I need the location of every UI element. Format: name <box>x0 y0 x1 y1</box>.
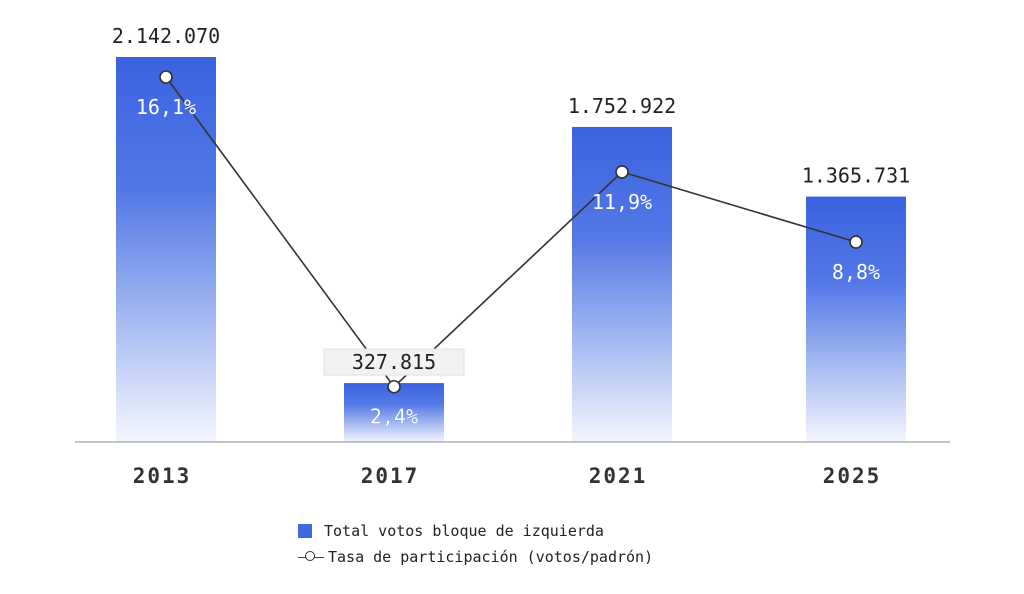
legend-line-marker-icon <box>298 550 324 564</box>
rate-point-2013 <box>159 70 173 84</box>
legend-item-bars: Total votos bloque de izquierda <box>298 518 653 544</box>
legend-bar-label: Total votos bloque de izquierda <box>324 522 604 540</box>
rate-value-label: 2,4% <box>370 405 418 429</box>
rate-value-label: 11,9% <box>592 190 652 214</box>
legend: Total votos bloque de izquierda Tasa de … <box>298 518 653 570</box>
x-tick-label: 2013 <box>133 464 192 488</box>
bar-value-label: 2.142.070 <box>112 24 220 48</box>
bar-value-label-box <box>323 348 465 376</box>
x-tick-label: 2021 <box>589 464 648 488</box>
legend-line-label: Tasa de participación (votos/padrón) <box>328 548 654 566</box>
rate-line <box>165 76 857 388</box>
legend-bar-swatch <box>298 524 312 538</box>
rate-value-label: 8,8% <box>832 260 880 284</box>
x-tick-label: 2025 <box>823 464 882 488</box>
bar-value-label: 327.815 <box>352 350 436 374</box>
rate-point-2017 <box>387 379 401 394</box>
x-tick-label: 2017 <box>361 464 420 488</box>
rate-point-2021 <box>615 165 629 179</box>
bar-value-label: 1.752.922 <box>568 94 676 118</box>
bar-2021 <box>572 126 672 442</box>
rate-value-label: 16,1% <box>136 95 196 119</box>
bar-2025 <box>806 196 906 442</box>
bar-value-label: 1.365.731 <box>802 164 910 188</box>
rate-point-2025 <box>849 235 863 249</box>
legend-item-line: Tasa de participación (votos/padrón) <box>298 544 653 570</box>
